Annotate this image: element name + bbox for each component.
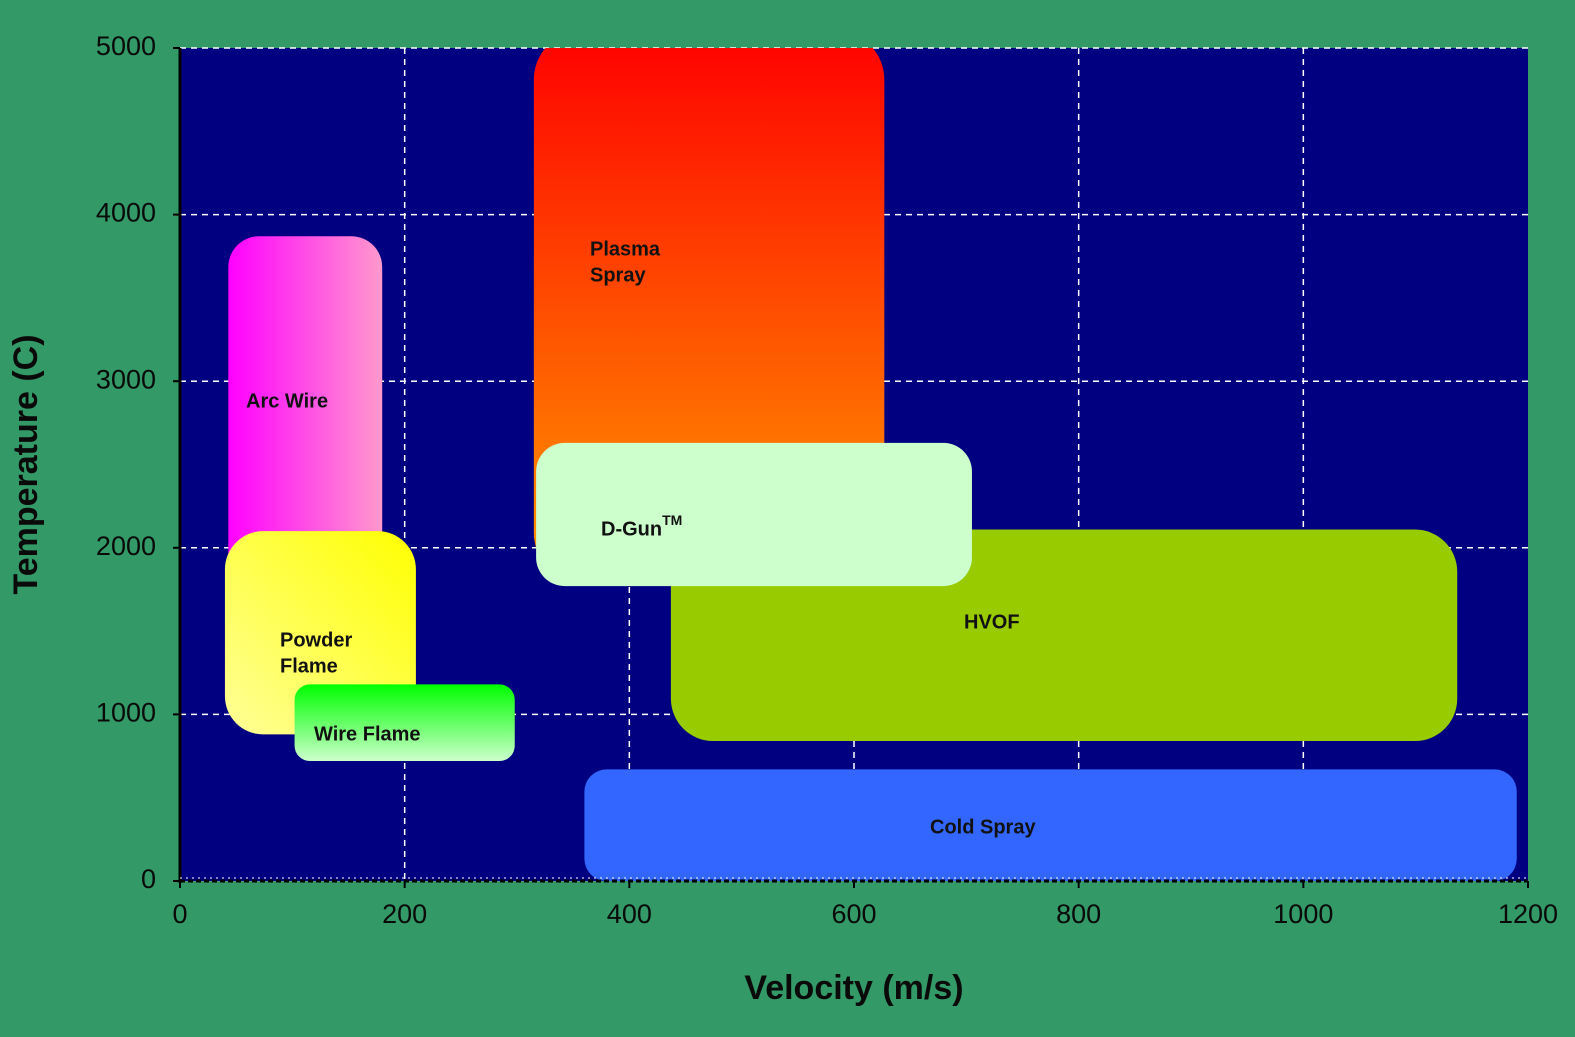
region-label-superscript: TM bbox=[662, 512, 682, 528]
y-tick-label-4000: 4000 bbox=[96, 198, 156, 228]
region-label-hvof: HVOF bbox=[964, 611, 1020, 633]
x-tick-label-800: 800 bbox=[1056, 899, 1101, 929]
x-tick-label-200: 200 bbox=[382, 899, 427, 929]
x-tick-label-1200: 1200 bbox=[1498, 899, 1558, 929]
y-tick-label-1000: 1000 bbox=[96, 698, 156, 728]
region-label-arc-wire: Arc Wire bbox=[246, 390, 328, 412]
region-label-powder-flame: Powder bbox=[280, 629, 352, 651]
y-tick-label-0: 0 bbox=[141, 864, 156, 894]
x-axis-title: Velocity (m/s) bbox=[744, 969, 963, 1007]
region-label-cold-spray: Cold Spray bbox=[930, 816, 1036, 838]
x-tick-label-1000: 1000 bbox=[1273, 899, 1333, 929]
y-axis-title: Temperature (C) bbox=[7, 334, 45, 594]
region-label-plasma-spray: Spray bbox=[590, 264, 646, 286]
x-tick-label-400: 400 bbox=[607, 899, 652, 929]
y-tick-label-5000: 5000 bbox=[96, 31, 156, 61]
x-tick-label-0: 0 bbox=[172, 899, 187, 929]
y-tick-label-2000: 2000 bbox=[96, 531, 156, 561]
region-label-wire-flame: Wire Flame bbox=[314, 723, 421, 745]
x-tick-label-600: 600 bbox=[831, 899, 876, 929]
region-cold-spray bbox=[584, 769, 1516, 881]
region-label-powder-flame: Flame bbox=[280, 655, 338, 677]
y-tick-label-3000: 3000 bbox=[96, 364, 156, 394]
region-label-plasma-spray: Plasma bbox=[590, 238, 661, 260]
region-d-gun bbox=[536, 443, 972, 586]
